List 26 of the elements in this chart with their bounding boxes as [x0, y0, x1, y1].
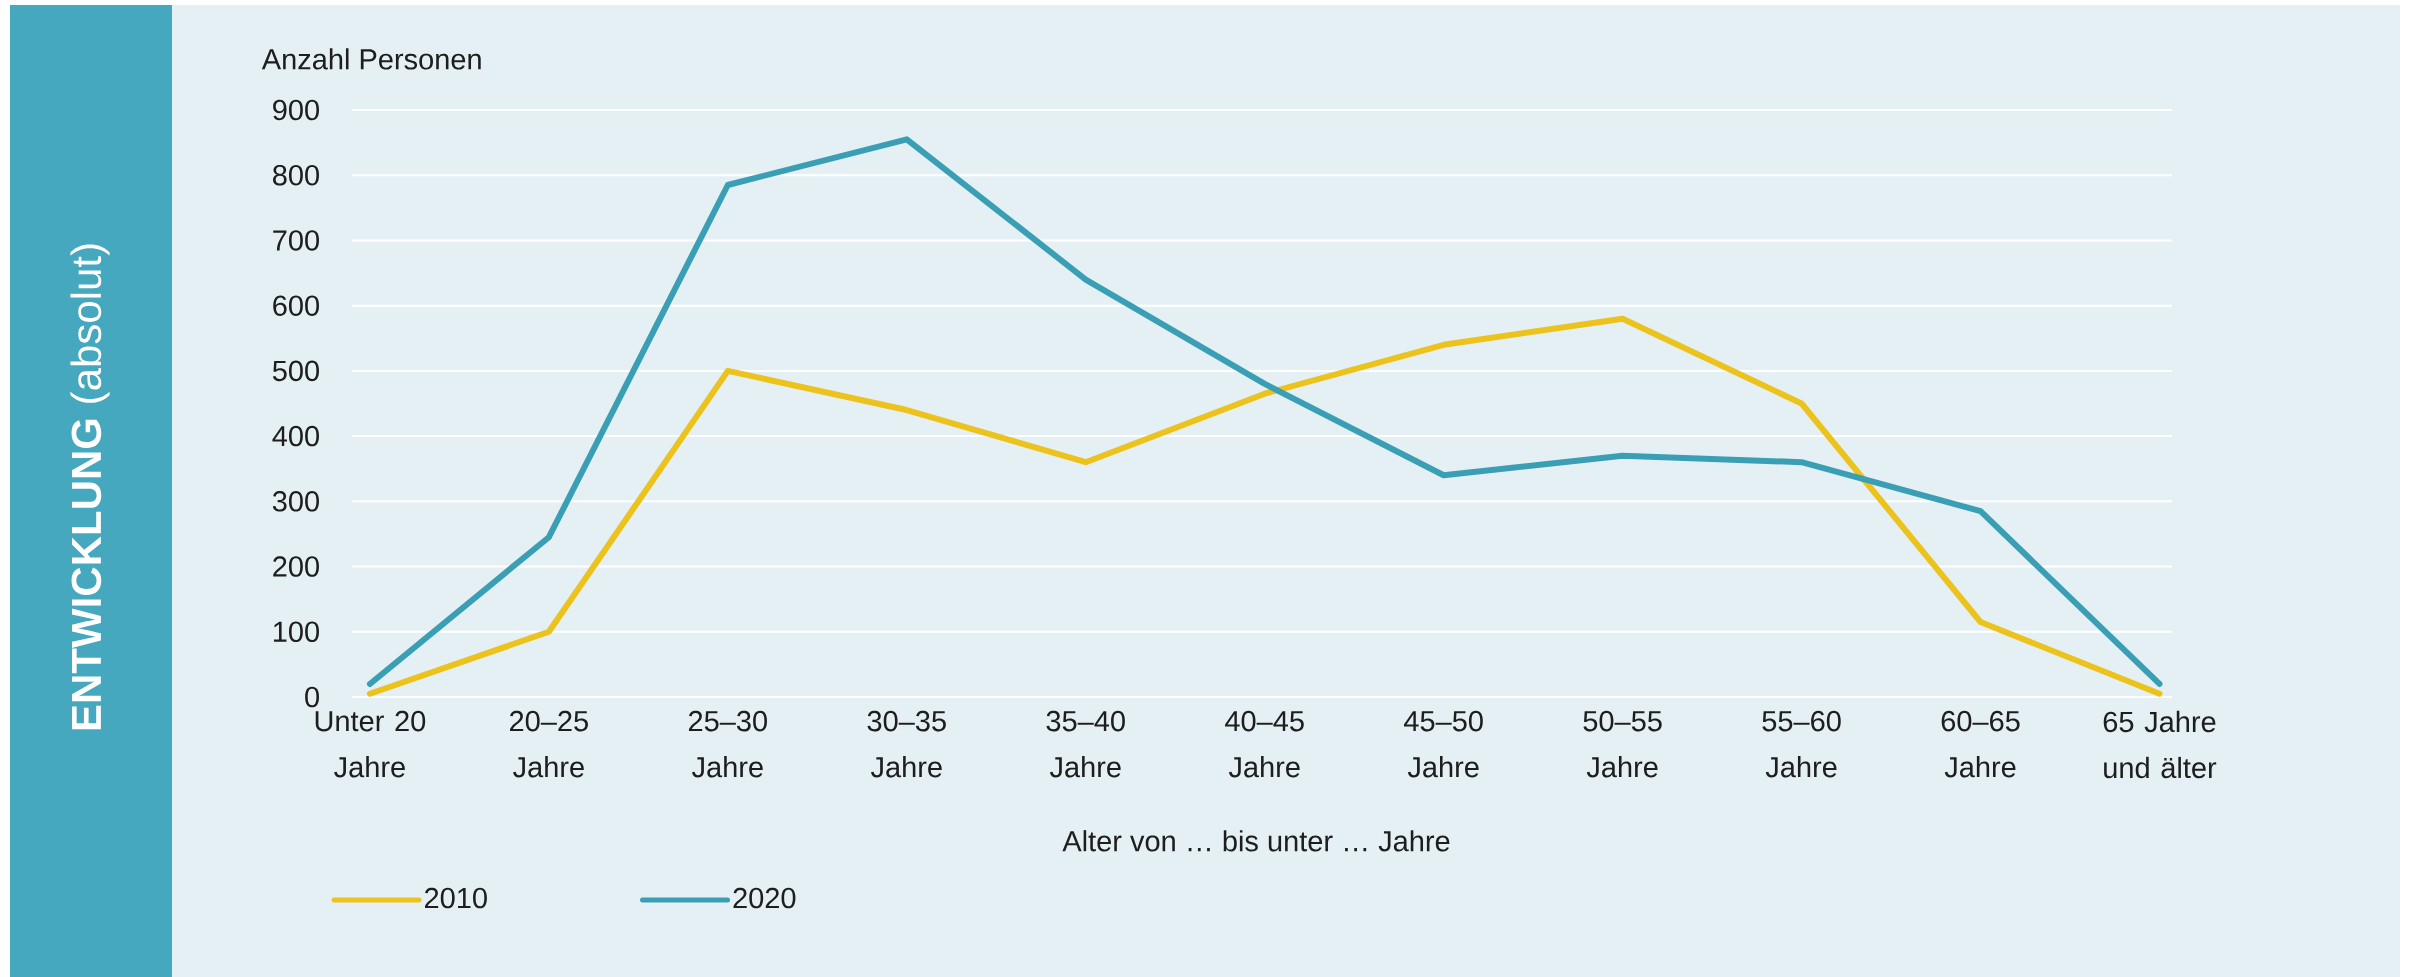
- x-tick-label: 40–45 Jahre: [1225, 710, 1304, 778]
- y-axis-title: Anzahl Personen: [261, 48, 481, 70]
- x-tick-label: 20–25 Jahre: [510, 710, 588, 778]
- y-tick-label: 600: [273, 295, 319, 316]
- legend-label: 2010: [425, 887, 487, 909]
- x-tick-label: 35–40 Jahre: [1046, 710, 1125, 778]
- x-tick-label: 55–60 Jahre: [1762, 710, 1841, 778]
- y-tick-label: 200: [273, 556, 319, 577]
- x-tick-label: 65 Jahre und älter: [2103, 710, 2217, 779]
- x-axis-title: Alter von … bis unter … Jahre: [1062, 830, 1450, 852]
- text: ENTWICKLUNG (absolut): [70, 244, 110, 730]
- y-tick-label: 100: [273, 621, 319, 643]
- y-tick-label: 700: [273, 230, 319, 251]
- y-tick-label: 0: [305, 686, 319, 708]
- y-tick-label: 300: [272, 491, 319, 512]
- x-tick-label: 60–65 Jahre: [1941, 710, 2020, 778]
- x-tick-label: 30–35 Jahre: [867, 710, 946, 778]
- x-tick-label: Unter 20 Jahre: [315, 710, 426, 778]
- y-tick-label: 800: [273, 164, 319, 186]
- x-tick-label: 50–55 Jahre: [1583, 710, 1662, 778]
- y-tick-label: 500: [272, 360, 319, 382]
- x-tick-label: 45–50 Jahre: [1403, 710, 1483, 778]
- x-tick-label: 25–30 Jahre: [688, 710, 767, 778]
- y-tick-label: 400: [272, 425, 319, 447]
- y-tick-label: 900: [273, 99, 319, 121]
- legend-label: 2020: [733, 887, 796, 909]
